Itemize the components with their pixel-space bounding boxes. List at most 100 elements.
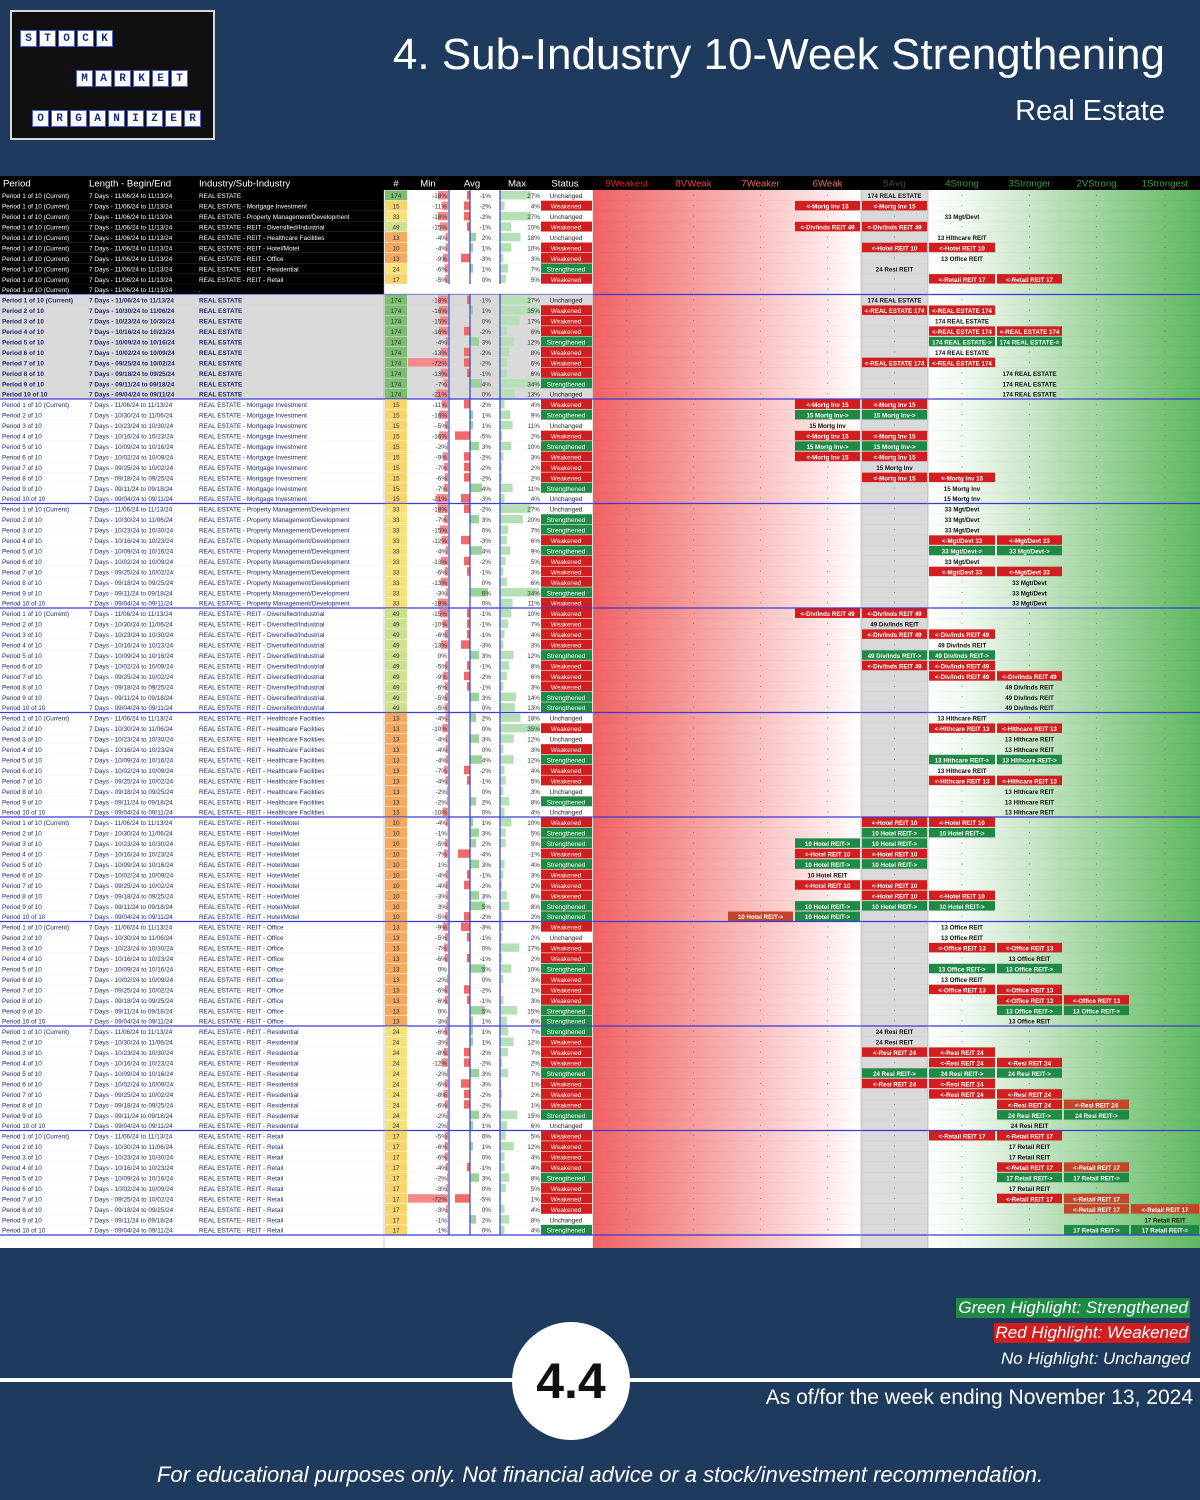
strength-cell [929, 1131, 995, 1141]
empty-dot [827, 267, 828, 269]
empty-dot [894, 1103, 895, 1105]
strength-cell [862, 305, 927, 315]
length-label: 7 Days - 09/11/24 to 09/18/24 [89, 590, 173, 597]
strength-label: 33 Mgt/Devt [945, 517, 980, 524]
status-value: Weakened [551, 402, 582, 409]
empty-dot [1096, 873, 1097, 875]
industry-label: REAL ESTATE - REIT - Residential [199, 1081, 299, 1088]
status-cell [541, 754, 592, 765]
strength-label: <-Office REIT 13 [1006, 946, 1054, 953]
strength-cell [929, 1068, 995, 1078]
max-value: 6% [531, 371, 541, 378]
strength-cell [862, 629, 927, 639]
period-label: Period 9 of 10 [2, 799, 42, 806]
count-cell [385, 1130, 407, 1141]
empty-dot [1096, 633, 1097, 635]
max-bar [500, 232, 521, 242]
industry-label: REAL ESTATE - REIT - Hotel/Motel [199, 914, 299, 921]
count-value: 33 [392, 569, 400, 576]
empty-dot [961, 382, 963, 384]
strength-label: 15 Mortg Inv [944, 496, 981, 503]
max-value: 4% [531, 1165, 541, 1172]
max-value: 10% [527, 225, 540, 232]
strength-cell [795, 608, 860, 618]
empty-dot [1164, 633, 1166, 635]
max-bar [500, 1027, 508, 1036]
empty-dot [961, 518, 963, 520]
empty-dot [1164, 957, 1166, 959]
empty-dot [961, 393, 963, 395]
empty-dot [760, 1208, 761, 1210]
max-value: 6% [531, 329, 541, 336]
status-cell [541, 859, 592, 869]
strength-cell [862, 441, 927, 451]
length-label: 7 Days - 10/02/24 to 10/09/24 [89, 663, 174, 670]
empty-dot [626, 518, 627, 520]
industry-label: REAL ESTATE - REIT - Office [199, 956, 284, 963]
avg-value: -1% [480, 371, 492, 378]
status-cell [541, 514, 592, 525]
strength-cell [929, 535, 995, 545]
status-value: Weakened [551, 465, 582, 472]
logo-letter: O [58, 30, 75, 47]
empty-dot [693, 341, 694, 343]
empty-dot [1029, 215, 1030, 217]
industry-label: REAL ESTATE [199, 298, 243, 305]
max-value: 17% [527, 319, 540, 326]
empty-dot [894, 1124, 895, 1126]
status-value: Strengthened [547, 862, 586, 869]
period-label: Period 3 of 10 [2, 1050, 42, 1057]
empty-dot [894, 602, 895, 604]
strength-label: 13 Hlthcare REIT-> [1002, 757, 1057, 764]
count-cell [385, 911, 407, 922]
max-value: 11% [528, 601, 541, 608]
max-bar [500, 786, 504, 796]
empty-dot [1164, 936, 1166, 938]
empty-dot [827, 372, 828, 374]
count-cell [385, 608, 407, 619]
count-value: 15 [392, 434, 400, 441]
max-value: 6% [531, 674, 541, 681]
empty-dot [1164, 759, 1166, 761]
strength-label: 33 Mgt/Devt [945, 528, 980, 535]
count-cell [385, 994, 407, 1005]
industry-label: REAL ESTATE - Mortgage Investment [199, 402, 307, 409]
count-cell [385, 702, 407, 713]
length-label: 7 Days - 10/23/24 to 10/30/24 [89, 632, 174, 639]
empty-dot [626, 361, 627, 363]
max-bar [500, 744, 504, 754]
period-label: Period 7 of 10 [2, 465, 42, 472]
length-label: 7 Days - 10/16/24 to 10/23/24 [89, 956, 174, 963]
period-label: Period 10 of 10 [2, 392, 48, 399]
empty-dot [760, 1082, 761, 1084]
avg-bar [470, 1173, 479, 1182]
min-bar [446, 1173, 448, 1182]
empty-dot [961, 414, 963, 416]
period-label: Period 1 of 10 (Current) [2, 287, 69, 294]
strength-cell [997, 1172, 1062, 1183]
empty-dot [1164, 382, 1166, 384]
avg-bar [470, 243, 473, 252]
empty-dot [827, 1124, 828, 1126]
empty-dot [1096, 476, 1097, 478]
count-value: 15 [392, 444, 400, 451]
strength-label: 49 Div/Inds REIT-> [935, 653, 989, 660]
empty-dot [760, 706, 761, 708]
min-bar [438, 191, 448, 200]
empty-dot [693, 518, 694, 520]
max-value: 14% [527, 695, 540, 702]
count-cell [385, 336, 407, 347]
empty-dot [827, 529, 828, 531]
empty-dot [626, 299, 627, 301]
strength-cell [929, 817, 995, 827]
avg-value: -1% [480, 298, 492, 305]
count-cell [385, 399, 407, 410]
empty-dot [827, 1208, 828, 1210]
empty-dot [693, 1145, 694, 1147]
empty-dot [961, 215, 963, 217]
status-cell [541, 963, 592, 974]
strength-label: 17 Retail REIT-> [1006, 1175, 1053, 1182]
strength-label: <-Hotel REIT 10 [872, 245, 918, 252]
